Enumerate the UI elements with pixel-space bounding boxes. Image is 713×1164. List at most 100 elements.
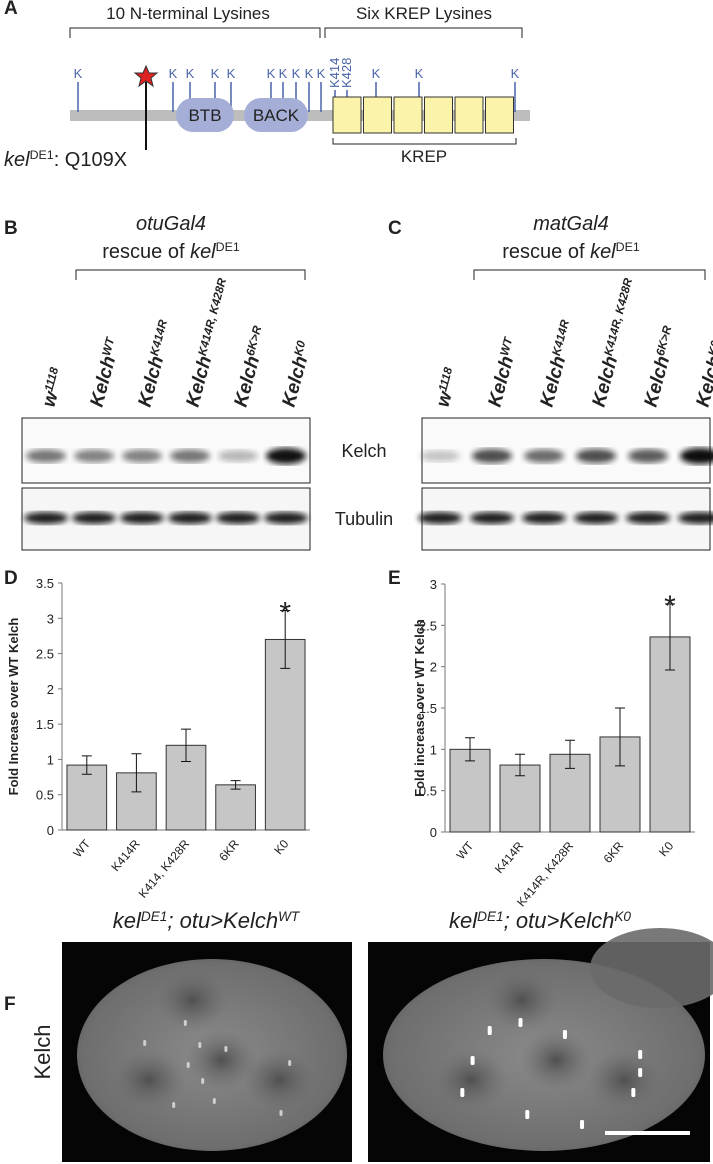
lane-label: KelchK0 [692, 339, 713, 410]
image-title: kelDE1; otu>KelchK0 [449, 908, 631, 933]
domain [176, 98, 234, 132]
text-run: DE1 [616, 240, 640, 254]
krep-repeat [393, 96, 423, 134]
text-run: 1118 [436, 365, 455, 392]
bracket [332, 138, 517, 145]
lysine-label: K [317, 66, 326, 81]
text-run: 1118 [42, 365, 61, 392]
text-run: rescue of [502, 241, 590, 263]
bar [66, 764, 108, 831]
blot-band [522, 512, 566, 524]
lane-label: w1118 [38, 365, 69, 409]
panel-letter: D [4, 568, 18, 589]
y-tick-label: 1 [430, 742, 437, 757]
blot-band [24, 512, 68, 524]
blot-band [26, 449, 66, 463]
x-tick-label: K414, K428R [136, 837, 193, 901]
lane-label: KelchK0 [278, 339, 316, 410]
y-tick-label: 2.5 [36, 647, 54, 662]
blot [21, 417, 311, 484]
domain-label: KREP [401, 147, 447, 166]
lysine-label: K [169, 66, 178, 81]
krep-repeat [332, 96, 362, 134]
text-run: rescue of [102, 241, 190, 263]
x-tick-label: K0 [271, 837, 291, 857]
blot-band [420, 450, 460, 462]
ring-canal [183, 1020, 187, 1026]
text-run: K414R, K428R [195, 276, 228, 357]
blot-band [122, 449, 162, 463]
text-run: K414R [147, 318, 169, 357]
krep-repeat [485, 96, 514, 134]
text-run: Kelch [231, 354, 265, 409]
text-run: 6K>R [653, 324, 674, 357]
ring-canal [580, 1120, 585, 1129]
blot-band [418, 512, 462, 524]
lysine-label: K [415, 66, 424, 81]
mutation-star [133, 64, 159, 88]
lysine-label: K [74, 66, 83, 81]
y-axis-label: Fold increase over WT Kelch [412, 619, 427, 797]
text-run: K0 [291, 339, 308, 357]
text-run: K0 [614, 909, 631, 924]
lysine-label: K [211, 66, 220, 81]
lysine-label: K [372, 66, 381, 81]
text-run: ; otu>Kelch [504, 908, 615, 933]
error-bar [230, 780, 241, 790]
bracket-label: Six KREP Lysines [356, 4, 492, 23]
bracket [473, 269, 706, 280]
y-tick-label: 1 [47, 752, 54, 767]
nucleus [434, 1050, 507, 1110]
ring-canal [288, 1060, 292, 1066]
mutation-label: kelDE1: Q109X [4, 148, 127, 171]
ring-canal [201, 1078, 205, 1084]
micrograph-content [383, 959, 705, 1151]
lysine-label: K428 [339, 58, 354, 88]
blot-band [628, 449, 668, 463]
blot-band [678, 512, 713, 524]
text-run: kel [4, 149, 30, 171]
text-run: 6K>R [243, 324, 264, 357]
text-run: WT [99, 334, 117, 357]
lane-label: Kelch6K>R [640, 324, 682, 409]
text-run: w [433, 388, 457, 409]
error-bar [515, 753, 525, 777]
text-run: K414R, K428R [601, 276, 634, 357]
driver-label: otuGal4 [136, 213, 206, 235]
panel-letter: A [4, 0, 18, 19]
nucleus [485, 970, 558, 1030]
blot-band [74, 449, 114, 463]
error-bar [181, 728, 191, 763]
ring-canal [460, 1088, 465, 1097]
error-bar [280, 610, 291, 669]
blot-band [524, 449, 564, 463]
text-run: WT [278, 909, 301, 924]
krep-repeat [424, 96, 453, 134]
text-run: DE1 [141, 909, 168, 924]
ring-canal [172, 1102, 176, 1108]
y-tick-label: 2.5 [419, 618, 437, 633]
text-run: Kelch [87, 354, 121, 409]
ring-canal [143, 1040, 147, 1046]
nucleus [588, 1050, 661, 1110]
panel-letter: E [388, 568, 401, 589]
blot-band [680, 448, 713, 464]
domain [244, 98, 308, 132]
blot [421, 417, 711, 484]
ring-canal [279, 1110, 283, 1116]
x-tick-label: WT [70, 836, 93, 860]
ring-canal [631, 1088, 636, 1097]
text-run: Kelch [693, 354, 713, 409]
lysine-label: K [292, 66, 301, 81]
nucleus [243, 1050, 316, 1110]
text-run: K414R [549, 318, 571, 357]
y-tick-label: 1.5 [36, 717, 54, 732]
micrograph-content [77, 959, 347, 1151]
nucleus [185, 1030, 258, 1090]
blot-band [218, 450, 258, 462]
ring-canal [562, 1030, 567, 1039]
text-run: Kelch [537, 354, 571, 409]
text-run: Kelch [183, 354, 217, 409]
domain-label: BTB [188, 106, 221, 125]
